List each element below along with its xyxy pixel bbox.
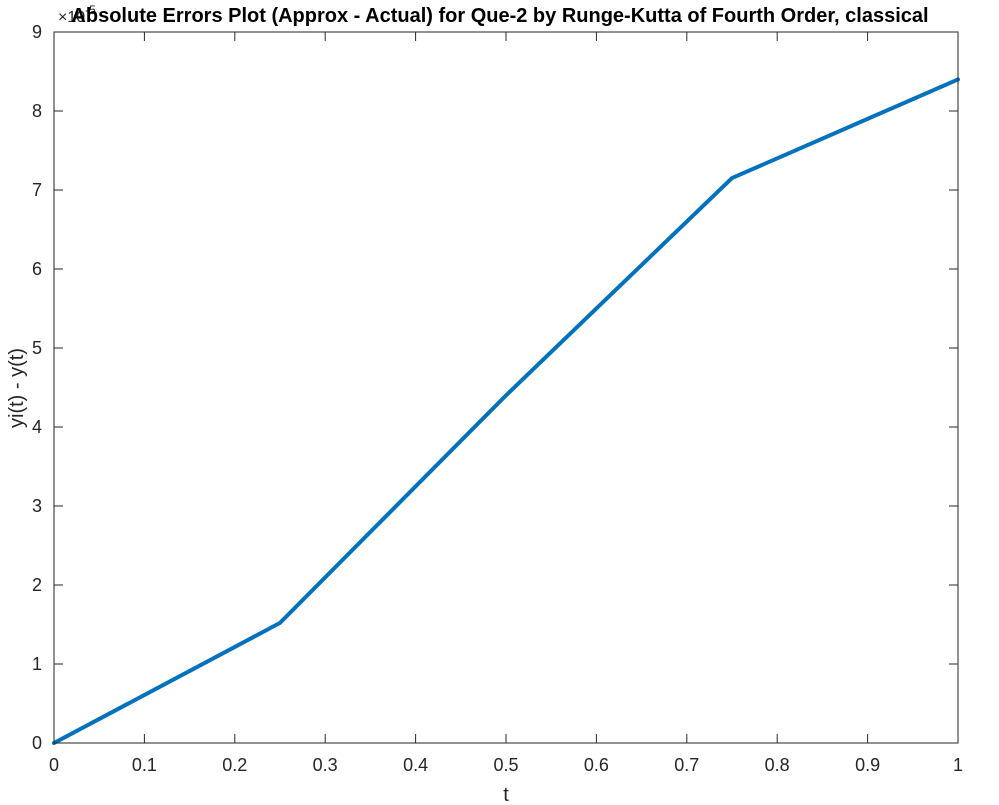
x-tick-label: 0.5 <box>493 755 518 775</box>
y-tick-label: 7 <box>32 180 42 200</box>
y-exponent-label: ×10-5 <box>58 3 96 26</box>
y-axis-label: yi(t) - y(t) <box>6 348 28 428</box>
x-tick-label: 0.8 <box>765 755 790 775</box>
x-tick-label: 0.7 <box>674 755 699 775</box>
x-tick-label: 0.4 <box>403 755 428 775</box>
plot-area-box <box>53 31 959 744</box>
x-tick-label: 0.9 <box>855 755 880 775</box>
x-tick-label: 0.3 <box>313 755 338 775</box>
tick-labels: 0 0.1 0.2 0.3 0.4 0.5 0.6 0.7 0.8 0.9 1 0 1 2 3 4 5 6 7 8 9 <box>32 22 963 775</box>
x-tick-label: 1 <box>953 755 963 775</box>
x-tick-label: 0.2 <box>222 755 247 775</box>
y-tick-label: 0 <box>32 733 42 753</box>
y-tick-label: 5 <box>32 338 42 358</box>
x-tick-label: 0.6 <box>584 755 609 775</box>
x-tick-label: 0 <box>49 755 59 775</box>
plot-area-background <box>54 32 958 743</box>
y-exponent-value: -5 <box>85 3 96 17</box>
y-tick-label: 9 <box>32 22 42 42</box>
y-tick-label: 3 <box>32 496 42 516</box>
y-tick-label: 6 <box>32 259 42 279</box>
x-axis-label: t <box>503 784 509 805</box>
x-tick-label: 0.1 <box>132 755 157 775</box>
y-tick-label: 4 <box>32 417 42 437</box>
y-tick-label: 2 <box>32 575 42 595</box>
y-tick-label: 8 <box>32 101 42 121</box>
chart-title: Absolute Errors Plot (Approx - Actual) f… <box>71 5 928 27</box>
series-line <box>52 77 960 745</box>
y-tick-label: 1 <box>32 654 42 674</box>
